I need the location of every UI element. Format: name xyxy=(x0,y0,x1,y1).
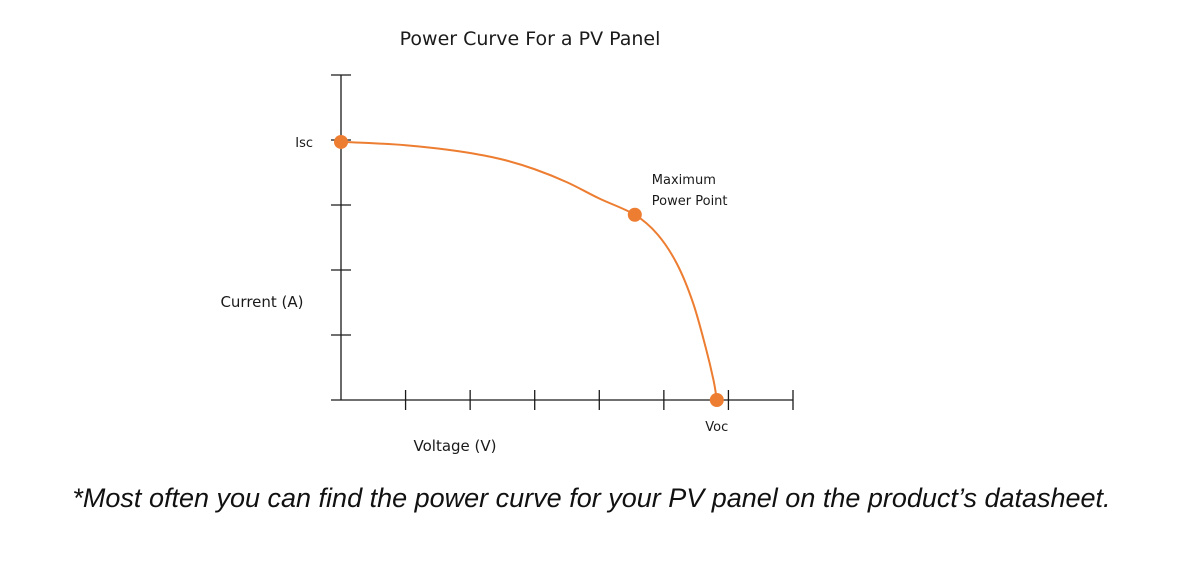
data-markers: Isc Maximum Power Point Voc xyxy=(295,134,728,435)
x-axis-label: Voltage (V) xyxy=(414,437,497,455)
power-curve-chart: Power Curve For a PV Panel Isc Maximum Pow… xyxy=(220,28,794,455)
y-axis-label: Current (A) xyxy=(220,293,303,311)
data-point-marker xyxy=(334,134,348,149)
caption-note: *Most often you can find the power curve… xyxy=(72,483,1111,513)
voc-label: Voc xyxy=(705,420,728,435)
mpp-label: Maximum xyxy=(652,173,716,188)
power-curve-line xyxy=(340,140,718,401)
mpp-label: Power Point xyxy=(652,194,728,209)
data-point-marker xyxy=(709,393,724,407)
axes xyxy=(331,74,794,410)
isc-label: Isc xyxy=(295,136,313,151)
data-point-marker xyxy=(627,207,642,222)
chart-title: Power Curve For a PV Panel xyxy=(400,28,661,50)
